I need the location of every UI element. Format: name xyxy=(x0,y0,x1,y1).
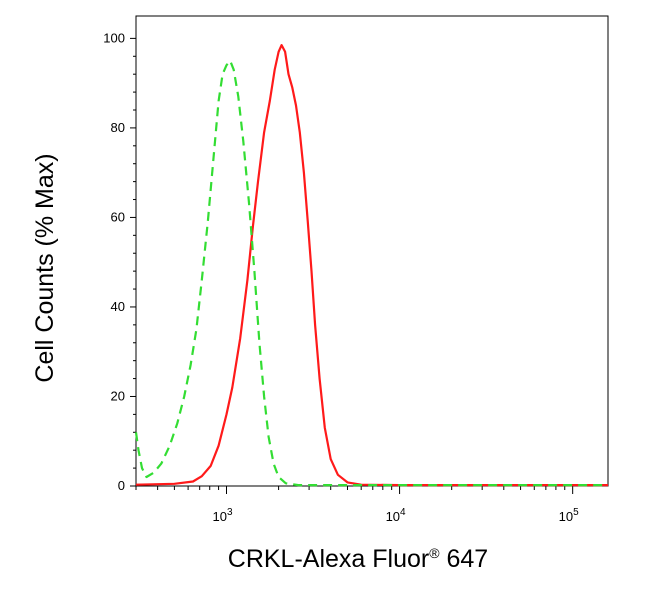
x-axis-title-suffix: 647 xyxy=(440,545,489,573)
y-tick-label: 40 xyxy=(111,299,125,314)
plot-frame xyxy=(135,15,609,487)
y-tick-label: 20 xyxy=(111,388,125,403)
x-tick-label: 103 xyxy=(212,507,232,524)
y-axis: 0 20 40 60 80 100 xyxy=(103,30,136,493)
y-axis-title: Cell Counts (% Max) xyxy=(31,153,59,382)
y-tick-label: 100 xyxy=(103,30,125,45)
y-tick-label: 0 xyxy=(118,478,125,493)
x-tick-label: 105 xyxy=(559,507,579,524)
series-line-1 xyxy=(135,44,608,487)
x-axis-title: CRKL-Alexa Fluor® 647 xyxy=(228,545,488,573)
x-axis-title-registered: ® xyxy=(429,545,440,561)
series-layer xyxy=(134,44,608,487)
x-axis-title-main: CRKL-Alexa Fluor xyxy=(228,545,429,573)
series-line-2 xyxy=(134,59,608,487)
x-tick-label: 104 xyxy=(386,507,406,524)
y-tick-label: 60 xyxy=(111,209,125,224)
x-axis: 103 104 105 xyxy=(135,486,579,524)
y-tick-label: 80 xyxy=(111,120,125,135)
